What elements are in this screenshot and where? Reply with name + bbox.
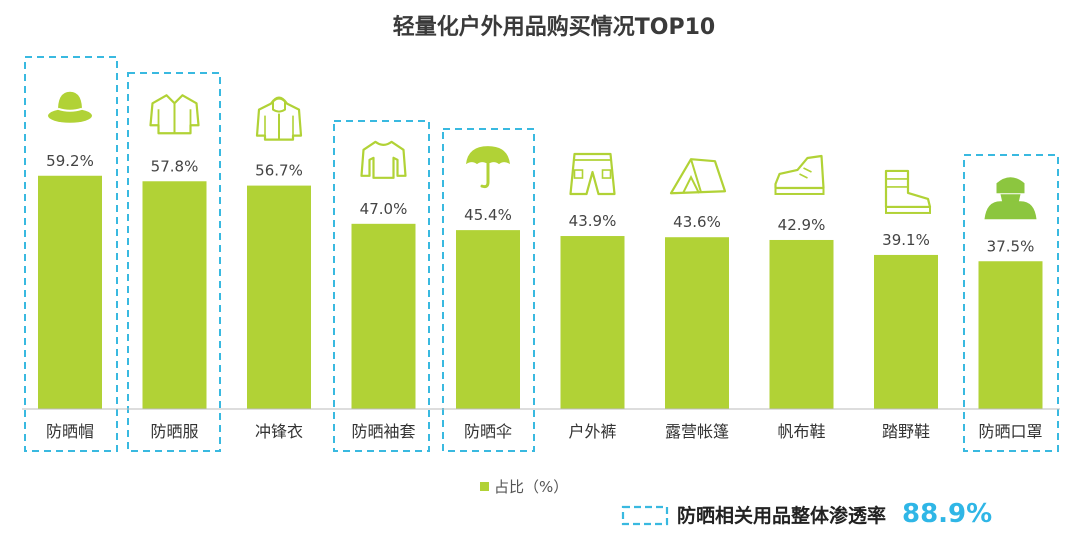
sleeve-icon bbox=[360, 140, 407, 179]
windbreaker-icon bbox=[255, 96, 303, 141]
penetration-note: 防晒相关用品整体渗透率 88.9% bbox=[621, 499, 992, 529]
note-value: 88.9% bbox=[902, 499, 992, 529]
category-label: 帆布鞋 bbox=[777, 422, 825, 441]
bar bbox=[38, 175, 102, 409]
bar bbox=[769, 239, 834, 409]
value-label: 43.6% bbox=[673, 213, 721, 231]
bar bbox=[142, 181, 207, 409]
mask-icon bbox=[984, 177, 1037, 220]
category-label: 防晒服 bbox=[150, 422, 198, 441]
category-label: 踏野鞋 bbox=[882, 422, 930, 441]
category-label: 防晒口罩 bbox=[978, 422, 1042, 441]
legend-swatch bbox=[480, 482, 489, 491]
highlight-box bbox=[333, 120, 430, 452]
hat-icon bbox=[48, 91, 92, 123]
value-label: 57.8% bbox=[151, 157, 199, 175]
value-label: 42.9% bbox=[778, 216, 826, 234]
product-icons bbox=[48, 91, 1037, 220]
category-label: 防晒袖套 bbox=[351, 422, 415, 441]
pants-icon bbox=[569, 152, 616, 196]
highlight-box bbox=[963, 154, 1059, 452]
tent-icon bbox=[669, 158, 727, 195]
value-label: 37.5% bbox=[987, 237, 1035, 255]
value-label: 56.7% bbox=[255, 162, 303, 180]
value-label: 59.2% bbox=[46, 152, 94, 170]
highlight-boxes bbox=[24, 56, 1059, 452]
bar bbox=[351, 223, 416, 409]
category-label: 户外裤 bbox=[568, 422, 616, 441]
umbrella-icon bbox=[466, 146, 510, 189]
bar bbox=[247, 185, 311, 409]
value-label: 47.0% bbox=[360, 200, 408, 218]
highlight-box bbox=[24, 56, 118, 452]
chart-title: 轻量化户外用品购买情况TOP10 bbox=[393, 14, 715, 40]
canvas-shoe-icon bbox=[774, 154, 825, 195]
category-labels: 防晒帽 防晒服 冲锋衣 防晒袖套 防晒伞 户外裤 露营帐篷 帆布鞋 踏野鞋 防晒口罩 bbox=[46, 422, 1043, 441]
legend: 占比（%） bbox=[480, 478, 568, 496]
value-label: 45.4% bbox=[464, 206, 512, 224]
bar bbox=[665, 237, 729, 409]
category-label: 冲锋衣 bbox=[255, 422, 303, 441]
value-labels: 59.2% 57.8% 56.7% 47.0% 45.4% 43.9% 43.6% 42.9%… bbox=[46, 152, 1034, 255]
category-label: 露营帐篷 bbox=[665, 422, 729, 441]
highlight-box bbox=[442, 128, 535, 452]
boot-icon bbox=[884, 169, 932, 214]
note-dashed-box-icon bbox=[621, 505, 669, 526]
bar bbox=[456, 230, 520, 409]
bar bbox=[874, 254, 938, 409]
bars-group bbox=[38, 175, 1043, 409]
bar bbox=[978, 261, 1043, 409]
category-label: 防晒伞 bbox=[464, 422, 512, 441]
jacket-icon bbox=[149, 94, 200, 135]
highlight-box bbox=[127, 72, 221, 452]
note-label: 防晒相关用品整体渗透率 bbox=[677, 504, 886, 527]
category-label: 防晒帽 bbox=[46, 422, 94, 441]
legend-label: 占比（%） bbox=[494, 478, 568, 496]
value-label: 43.9% bbox=[569, 212, 617, 230]
bar bbox=[560, 236, 625, 409]
value-label: 39.1% bbox=[882, 231, 930, 249]
